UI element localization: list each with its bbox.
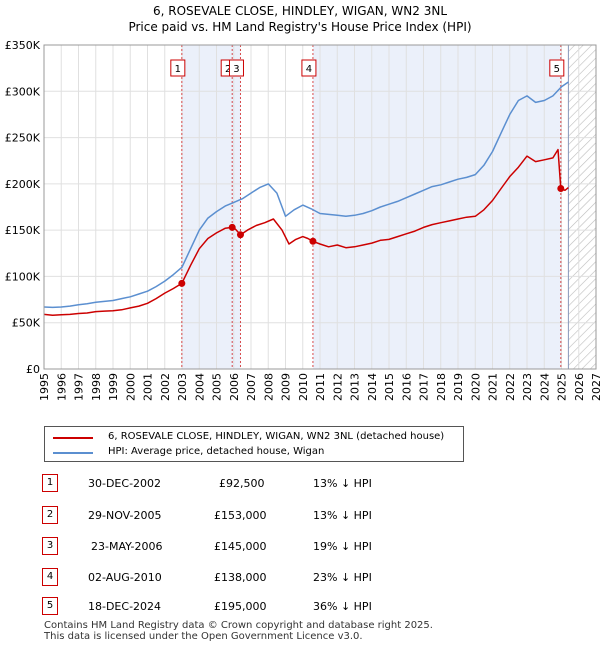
legend-swatch-red (53, 437, 93, 439)
sale-label: 5 (554, 64, 560, 75)
sale-hpi: 13% ↓ HPI (313, 477, 372, 490)
footer-copyright: Contains HM Land Registry data © Crown c… (44, 620, 433, 631)
sale-band-1-3 (181, 45, 241, 369)
x-tick-label: 2003 (176, 373, 189, 401)
sale-label: 2 (225, 64, 231, 75)
forecast-hatch (568, 45, 596, 369)
y-tick-label: £0 (26, 363, 40, 376)
y-tick-label: £300K (5, 85, 41, 98)
sale-hpi: 23% ↓ HPI (313, 571, 372, 584)
sale-date: 29-NOV-2005 (88, 509, 162, 522)
x-tick-label: 2018 (435, 373, 448, 401)
chart-title: 6, ROSEVALE CLOSE, HINDLEY, WIGAN, WN2 3… (153, 4, 447, 18)
x-tick-label: 2019 (452, 373, 465, 401)
x-tick-label: 2023 (521, 373, 534, 401)
sale-price: £153,000 (214, 509, 267, 522)
sale-label: 4 (306, 64, 312, 75)
sale-label-box (228, 59, 244, 77)
x-tick-label: 1995 (38, 373, 51, 401)
x-tick-label: 2006 (228, 373, 241, 401)
sale-label: 1 (175, 64, 181, 75)
sale-price: £92,500 (219, 477, 265, 490)
x-tick-label: 2001 (142, 373, 155, 401)
x-tick-label: 2009 (280, 373, 293, 401)
x-tick-label: 2013 (349, 373, 362, 401)
sale-row: 4 02-AUG-2010 £138,000 23% ↓ HPI (0, 568, 600, 588)
legend-label-property: 6, ROSEVALE CLOSE, HINDLEY, WIGAN, WN2 3… (108, 431, 445, 442)
sale-hpi: 19% ↓ HPI (313, 540, 372, 553)
y-tick-label: £200K (5, 178, 41, 191)
x-tick-label: 2017 (418, 373, 431, 401)
sale-number: 5 (42, 597, 58, 615)
x-tick-label: 2000 (124, 373, 137, 401)
sale-point (309, 237, 317, 245)
x-tick-label: 2015 (383, 373, 396, 401)
sale-row: 1 30-DEC-2002 £92,500 13% ↓ HPI (0, 474, 600, 494)
sale-date: 18-DEC-2024 (88, 600, 162, 613)
sale-number: 2 (42, 506, 58, 524)
sale-date: 23-MAY-2006 (91, 540, 163, 553)
sale-band-4-5 (312, 45, 561, 369)
x-tick-label: 2008 (262, 373, 275, 401)
y-tick-label: £150K (5, 224, 41, 237)
legend-swatch-blue (53, 452, 93, 454)
y-tick-label: £100K (5, 270, 41, 283)
hpi-line (44, 81, 569, 309)
legend: 6, ROSEVALE CLOSE, HINDLEY, WIGAN, WN2 3… (44, 426, 464, 462)
sale-label-box (301, 59, 317, 77)
x-tick-label: 2004 (193, 373, 206, 401)
price-chart: 1 2 3 4 5£0£50K£100K£150K£200K£250K£300K£350… (5, 39, 600, 401)
x-tick-label: 1996 (55, 373, 68, 401)
sale-label: 3 (233, 64, 239, 75)
x-tick-label: 2025 (556, 373, 569, 401)
y-tick-label: £350K (5, 39, 41, 52)
x-tick-label: 1998 (90, 373, 103, 401)
sale-date: 02-AUG-2010 (88, 571, 162, 584)
x-tick-label: 2027 (590, 373, 600, 401)
sale-price: £195,000 (214, 600, 267, 613)
plot-border (43, 44, 597, 370)
x-tick-label: 2024 (538, 373, 551, 401)
property-price-line (44, 148, 569, 317)
x-tick-label: 2010 (297, 373, 310, 401)
chart-subtitle: Price paid vs. HM Land Registry's House … (128, 20, 472, 34)
footer-license: This data is licensed under the Open Gov… (44, 631, 363, 642)
x-tick-label: 1999 (107, 373, 120, 401)
x-tick-label: 2011 (314, 373, 327, 401)
x-tick-label: 2020 (469, 373, 482, 401)
sale-point (178, 279, 186, 287)
x-tick-label: 2005 (211, 373, 224, 401)
sale-hpi: 13% ↓ HPI (313, 509, 372, 522)
legend-label-hpi: HPI: Average price, detached house, Wiga… (108, 446, 325, 457)
sale-row: 2 29-NOV-2005 £153,000 13% ↓ HPI (0, 506, 600, 526)
sale-row: 3 23-MAY-2006 £145,000 19% ↓ HPI (0, 537, 600, 557)
sale-row: 5 18-DEC-2024 £195,000 36% ↓ HPI (0, 597, 600, 617)
x-tick-label: 2022 (504, 373, 517, 401)
x-tick-label: 2002 (159, 373, 172, 401)
y-tick-label: £250K (5, 132, 41, 145)
x-tick-label: 1997 (73, 373, 86, 401)
sale-number: 3 (42, 537, 58, 555)
sale-point (557, 184, 565, 192)
x-tick-label: 2016 (400, 373, 413, 401)
sale-price: £145,000 (214, 540, 267, 553)
y-tick-label: £50K (12, 317, 41, 330)
sale-point (228, 223, 236, 231)
sale-price: £138,000 (214, 571, 267, 584)
x-tick-label: 2026 (573, 373, 586, 401)
sale-hpi: 36% ↓ HPI (313, 600, 372, 613)
sale-date: 30-DEC-2002 (88, 477, 162, 490)
x-tick-label: 2007 (245, 373, 258, 401)
x-tick-label: 2021 (487, 373, 500, 401)
sale-label-box (170, 59, 186, 77)
sale-point (236, 231, 244, 239)
sale-number: 1 (42, 474, 58, 492)
sale-label-box (549, 59, 565, 77)
x-tick-label: 2012 (331, 373, 344, 401)
x-tick-label: 2014 (366, 373, 379, 401)
sale-number: 4 (42, 568, 58, 586)
series-group (44, 81, 569, 317)
